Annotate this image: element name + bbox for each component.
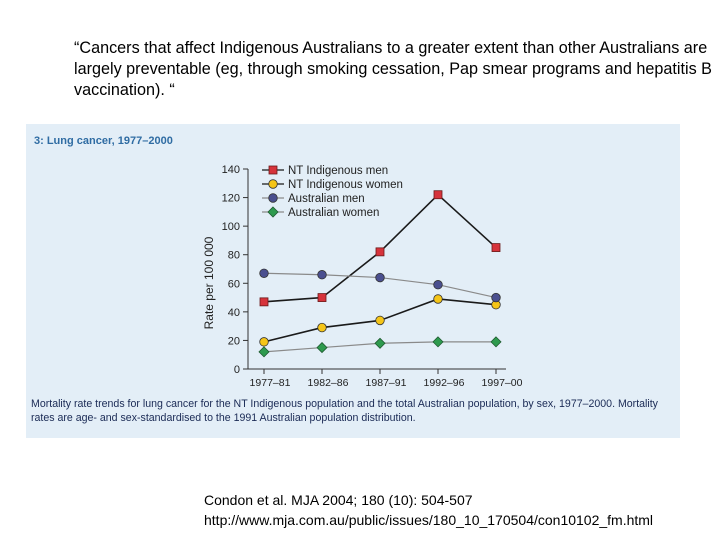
data-point-3-1 bbox=[316, 342, 328, 354]
data-point-0-3 bbox=[433, 190, 443, 200]
data-point-1-3 bbox=[433, 294, 443, 304]
data-point-1-0 bbox=[259, 337, 269, 347]
legend-marker-0 bbox=[268, 165, 278, 175]
legend-label-2: Australian men bbox=[288, 193, 365, 205]
legend-label-1: NT Indigenous women bbox=[288, 179, 403, 191]
data-point-1-2 bbox=[375, 315, 385, 326]
figure-panel: 3: Lung cancer, 1977–2000 0 20 40 60 80 100 12… bbox=[26, 124, 680, 438]
data-point-2-2 bbox=[375, 272, 385, 283]
legend-marker-2 bbox=[268, 193, 278, 203]
data-point-1-1 bbox=[317, 322, 327, 333]
y-tick-label: 120 bbox=[222, 193, 240, 205]
figure-caption: Mortality rate trends for lung cancer fo… bbox=[31, 398, 658, 424]
y-tick-label: 0 bbox=[234, 364, 240, 376]
x-tick-label: 1992–96 bbox=[424, 377, 465, 389]
data-point-3-3 bbox=[432, 336, 444, 348]
citation: Condon et al. MJA 2004; 180 (10): 504-50… bbox=[204, 490, 653, 530]
y-tick-label: 20 bbox=[228, 335, 240, 347]
data-point-3-4 bbox=[490, 336, 502, 348]
citation-url[interactable]: http://www.mja.com.au/public/issues/180_… bbox=[204, 512, 654, 528]
x-tick-label: 1977–81 bbox=[250, 377, 291, 389]
legend-label-3: Australian women bbox=[288, 207, 379, 219]
x-tick-label: 1987–91 bbox=[366, 377, 407, 389]
data-point-2-4 bbox=[491, 292, 501, 303]
y-axis-title: Rate per 100 000 bbox=[202, 236, 216, 329]
data-point-0-4 bbox=[491, 243, 501, 252]
data-point-2-3 bbox=[433, 280, 443, 290]
legend-marker-1 bbox=[268, 179, 278, 189]
data-point-3-0 bbox=[258, 346, 270, 358]
data-point-0-0 bbox=[259, 297, 269, 307]
x-tick-label: 1997–00 bbox=[482, 377, 523, 389]
figure-title: 3: Lung cancer, 1977–2000 bbox=[34, 135, 173, 147]
quote-text: “Cancers that affect Indigenous Australi… bbox=[74, 39, 712, 99]
legend-marker-3 bbox=[267, 206, 279, 218]
y-tick-label: 140 bbox=[222, 164, 240, 176]
y-tick-label: 60 bbox=[228, 278, 240, 290]
y-tick-label: 100 bbox=[222, 221, 240, 233]
data-point-2-1 bbox=[317, 270, 327, 280]
y-tick-label: 40 bbox=[228, 307, 240, 319]
data-point-0-2 bbox=[375, 247, 385, 257]
lung-cancer-chart: 0 20 40 60 80 100 120 140 Rate per 100 000 1977–8… bbox=[202, 164, 523, 389]
citation-reference: Condon et al. MJA 2004; 180 (10): 504-50… bbox=[204, 492, 473, 508]
data-point-3-2 bbox=[374, 337, 386, 349]
data-point-0-1 bbox=[317, 293, 327, 302]
legend-label-0: NT Indigenous men bbox=[288, 165, 388, 177]
y-tick-label: 80 bbox=[228, 250, 240, 262]
data-point-2-0 bbox=[259, 268, 269, 278]
x-tick-label: 1982–86 bbox=[308, 377, 349, 389]
